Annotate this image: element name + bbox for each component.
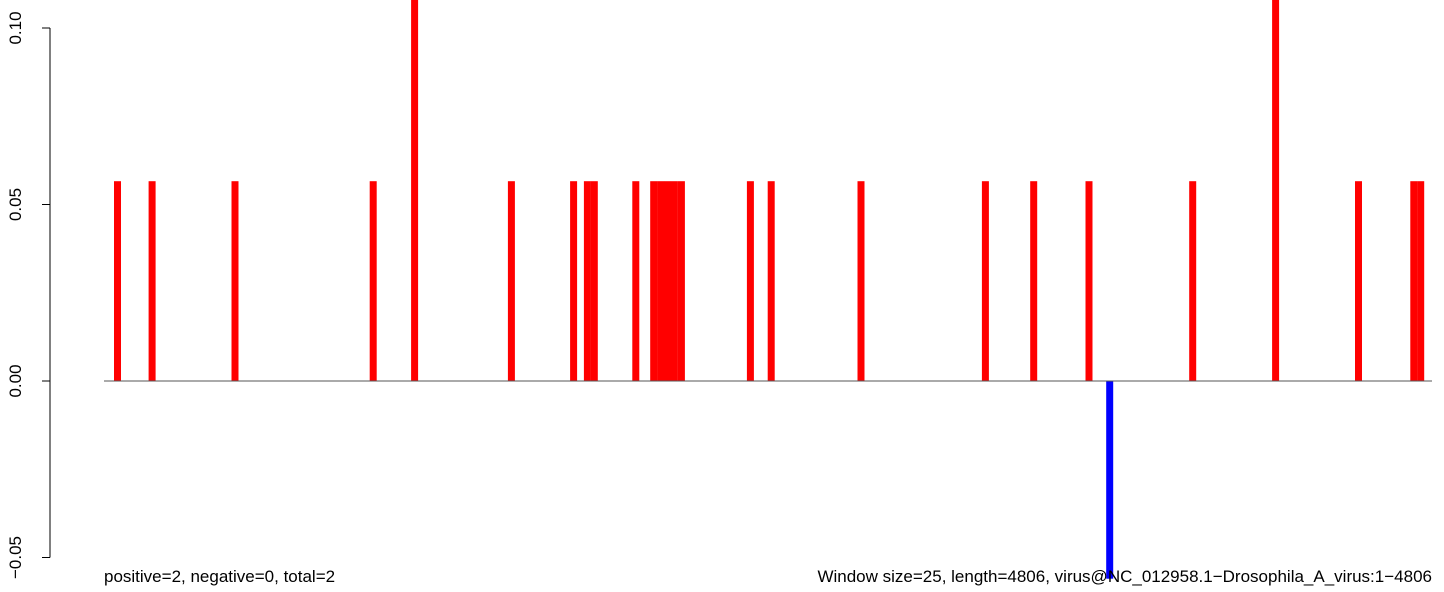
positive-bar-1 <box>148 181 156 381</box>
positive-bar-4 <box>411 0 419 381</box>
y-tick-label-0: −0.05 <box>6 536 25 579</box>
positive-bar-18 <box>981 181 989 381</box>
y-tick-label-3: 0.10 <box>6 11 25 44</box>
positive-bar-0 <box>114 181 121 381</box>
positive-bar-23 <box>1355 181 1362 381</box>
positive-bar-3 <box>369 181 377 381</box>
positive-bar-15 <box>746 181 754 381</box>
positive-bar-17 <box>857 181 865 381</box>
positive-bar-8 <box>590 181 598 381</box>
negative-bar-0 <box>1106 381 1114 579</box>
summary-annotation: positive=2, negative=0, total=2 <box>104 567 335 586</box>
y-tick-label-2: 0.05 <box>6 188 25 221</box>
positive-bar-24 <box>1410 181 1418 381</box>
positive-bar-13 <box>670 181 678 381</box>
positive-bar-6 <box>570 181 578 381</box>
positive-bar-9 <box>632 181 640 381</box>
positive-bar-7 <box>583 181 591 381</box>
positive-bar-22 <box>1272 0 1280 381</box>
positive-bar-2 <box>231 181 239 381</box>
positive-bar-20 <box>1085 181 1093 381</box>
positive-bar-11 <box>657 181 665 381</box>
y-axis: −0.05 0.00 0.05 0.10 <box>6 11 51 579</box>
positive-bar-21 <box>1189 181 1197 381</box>
y-tick-label-1: 0.00 <box>6 364 25 397</box>
positive-bar-25 <box>1417 181 1425 381</box>
window-info-annotation: Window size=25, length=4806, virus@NC_01… <box>817 567 1432 586</box>
positive-bar-10 <box>650 181 658 381</box>
positive-bar-19 <box>1030 181 1038 381</box>
positive-bar-14 <box>677 181 685 381</box>
positive-bar-5 <box>507 181 515 381</box>
positive-bar-16 <box>767 181 775 381</box>
positive-bar-12 <box>664 181 671 381</box>
bars-group <box>114 0 1425 579</box>
